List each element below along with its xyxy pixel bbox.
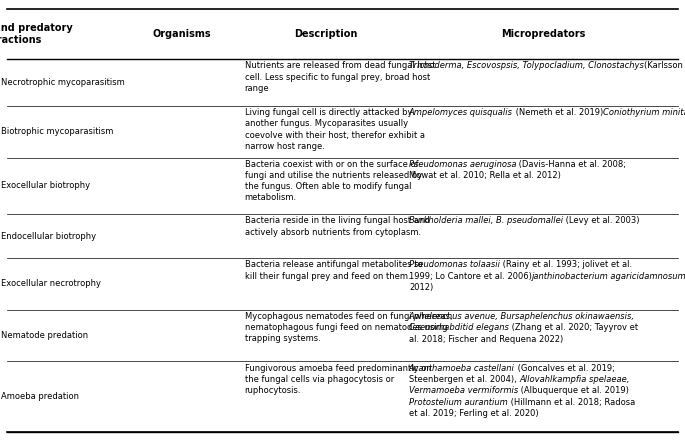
Text: Parasitic and predatory
interactions: Parasitic and predatory interactions	[0, 23, 73, 45]
Text: Fungivorous amoeba feed predominantly on
the fungal cells via phagocytosis or
ru: Fungivorous amoeba feed predominantly on…	[245, 364, 432, 395]
Text: Caenorhabditid elegans: Caenorhabditid elegans	[409, 323, 509, 333]
Text: Vermamoeba vermiformis: Vermamoeba vermiformis	[409, 386, 518, 395]
Text: Allovahlkampfia spelaeae,: Allovahlkampfia spelaeae,	[519, 375, 630, 384]
Text: Aphelenchus avenue, Bursaphelenchus okinawaensis,: Aphelenchus avenue, Bursaphelenchus okin…	[409, 312, 635, 321]
Text: Micropredators: Micropredators	[501, 29, 585, 39]
Text: (Nemeth et al. 2019): (Nemeth et al. 2019)	[513, 108, 603, 117]
Text: (Hillmann et al. 2018; Radosa: (Hillmann et al. 2018; Radosa	[508, 397, 635, 407]
Text: Pseudomonas tolaasii: Pseudomonas tolaasii	[409, 261, 500, 269]
Text: Pseudomonas aeruginosa: Pseudomonas aeruginosa	[409, 160, 516, 169]
Text: Endocellular biotrophy: Endocellular biotrophy	[1, 232, 97, 240]
Text: Exocellular biotrophy: Exocellular biotrophy	[1, 181, 90, 191]
Text: Acanthamoeba castellani: Acanthamoeba castellani	[409, 364, 515, 373]
Text: Coniothyrium minitans: Coniothyrium minitans	[603, 108, 685, 117]
Text: Mowat et al. 2010; Rella et al. 2012): Mowat et al. 2010; Rella et al. 2012)	[409, 171, 561, 180]
Text: Description: Description	[294, 29, 357, 39]
Text: Nematode predation: Nematode predation	[1, 331, 88, 340]
Text: 1999; Lo Cantore et al. 2006): 1999; Lo Cantore et al. 2006)	[409, 272, 532, 280]
Text: al. 2018; Fischer and Requena 2022): al. 2018; Fischer and Requena 2022)	[409, 335, 563, 344]
Text: Bacteria reside in the living fungal host and
actively absorb nutrients from cyt: Bacteria reside in the living fungal hos…	[245, 217, 429, 236]
Text: Protostelium aurantium: Protostelium aurantium	[409, 397, 508, 407]
Text: Ampelomyces quisqualis: Ampelomyces quisqualis	[409, 108, 513, 117]
Text: Exocellular necrotrophy: Exocellular necrotrophy	[1, 280, 101, 288]
Text: Nutrients are released from dead fungal host
cell. Less specific to fungal prey,: Nutrients are released from dead fungal …	[245, 61, 435, 93]
Text: et al. 2019; Ferling et al. 2020): et al. 2019; Ferling et al. 2020)	[409, 409, 538, 418]
Text: Burkholderia mallei, B. pseudomallei: Burkholderia mallei, B. pseudomallei	[409, 217, 563, 225]
Text: Bacteria coexist with or on the surface of
fungi and utilise the nutrients relea: Bacteria coexist with or on the surface …	[245, 160, 422, 202]
Text: Necrotrophic mycoparasitism: Necrotrophic mycoparasitism	[1, 78, 125, 87]
Text: Biotrophic mycoparasitism: Biotrophic mycoparasitism	[1, 127, 114, 136]
Text: Trichoderma, Escovospsis, Tolypocladium, Clonostachys: Trichoderma, Escovospsis, Tolypocladium,…	[409, 61, 644, 71]
Text: 2012): 2012)	[409, 283, 433, 292]
Text: (Levy et al. 2003): (Levy et al. 2003)	[563, 217, 640, 225]
Text: (Rainy et al. 1993; jolivet et al.: (Rainy et al. 1993; jolivet et al.	[500, 261, 632, 269]
Text: Steenbergen et al. 2004),: Steenbergen et al. 2004),	[409, 375, 519, 384]
Text: Mycophagous nematodes feed on fungi whereas,
nematophagous fungi feed on nematod: Mycophagous nematodes feed on fungi wher…	[245, 312, 452, 343]
Text: (Zhang et al. 2020; Tayyrov et: (Zhang et al. 2020; Tayyrov et	[509, 323, 638, 333]
Text: Bacteria release antifungal metabolites to
kill their fungal prey and feed on th: Bacteria release antifungal metabolites …	[245, 261, 422, 280]
Text: (Albuquerque et al. 2019): (Albuquerque et al. 2019)	[518, 386, 629, 395]
Text: (Goncalves et al. 2019;: (Goncalves et al. 2019;	[515, 364, 614, 373]
Text: (Karlsson et al. 2017): (Karlsson et al. 2017)	[644, 61, 685, 71]
Text: (Davis-Hanna et al. 2008;: (Davis-Hanna et al. 2008;	[516, 160, 627, 169]
Text: Amoeba predation: Amoeba predation	[1, 392, 79, 401]
Text: Organisms: Organisms	[152, 29, 211, 39]
Text: janthinobacterium agaricidamnosum: janthinobacterium agaricidamnosum	[532, 272, 685, 280]
Text: Living fungal cell is directly attacked by
another fungus. Mycoparasites usually: Living fungal cell is directly attacked …	[245, 108, 425, 151]
